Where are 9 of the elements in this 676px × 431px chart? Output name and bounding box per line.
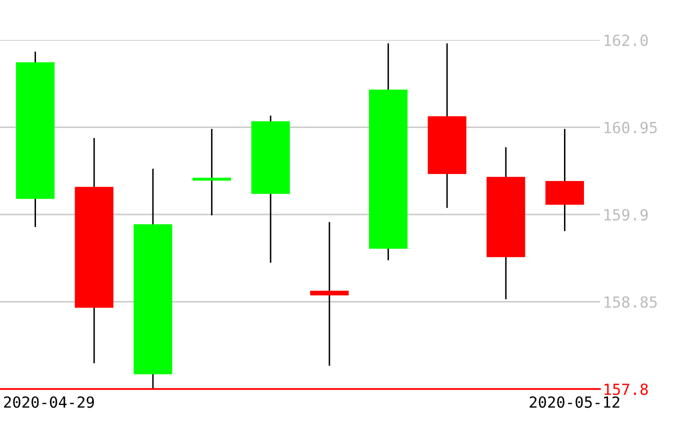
candlestick: [310, 221, 349, 366]
y-tick-label: 159.9: [604, 209, 648, 221]
y-tick-label: 160.95: [604, 122, 657, 134]
x-tick-label: 2020-04-29: [4, 396, 94, 408]
y-tick-label: 157.8: [604, 384, 648, 396]
x-tick-label: 2020-05-12: [530, 396, 620, 408]
y-tick-label: 162.0: [604, 34, 648, 46]
candlestick: [192, 128, 232, 216]
y-tick-label: 158.85: [604, 296, 657, 308]
